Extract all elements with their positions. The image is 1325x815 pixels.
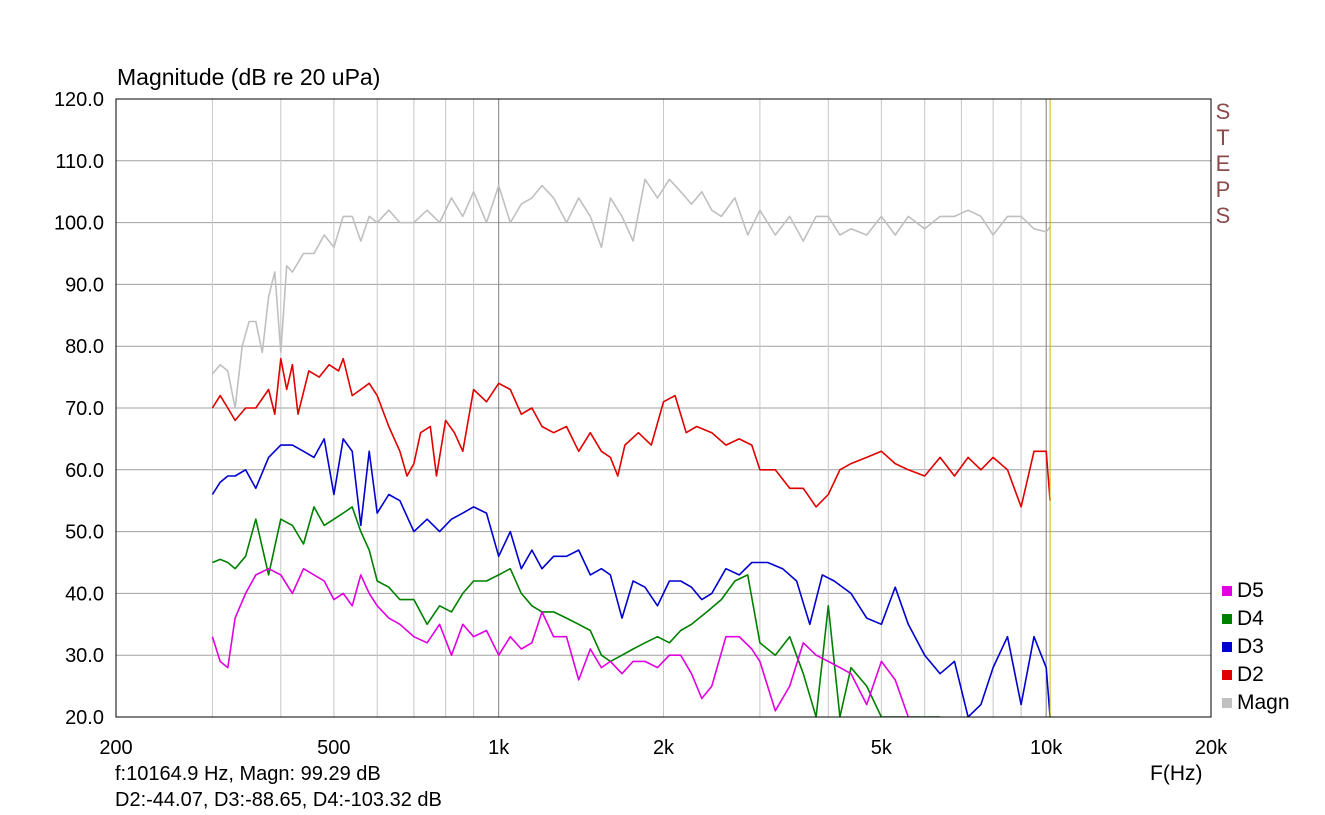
x-tick-label: 1k (488, 737, 510, 759)
steps-letter: S (1215, 99, 1231, 124)
steps-letter: S (1215, 203, 1231, 228)
legend-label: D3 (1237, 635, 1264, 658)
x-tick-label: 500 (317, 737, 350, 759)
legend-swatch (1222, 670, 1232, 680)
legend-item-d5: D5 (1222, 578, 1264, 604)
steps-letter: E (1215, 151, 1231, 176)
y-tick-label: 70.0 (65, 398, 104, 420)
series-line-magn (211, 178, 1051, 409)
legend-label: D2 (1237, 663, 1264, 686)
y-tick-label: 40.0 (65, 583, 104, 605)
series-line-d3 (211, 438, 1051, 717)
legend-swatch (1222, 642, 1232, 652)
series-line-d4 (212, 506, 941, 717)
series-line-d5 (211, 567, 910, 717)
legend-label: D4 (1237, 607, 1264, 630)
y-tick-label: 50.0 (65, 522, 104, 544)
x-axis-label: F(Hz) (1150, 762, 1203, 785)
steps-letter: T (1216, 125, 1230, 150)
grid (116, 98, 1211, 718)
cursor-readout-line2: D2:-44.07, D3:-88.65, D4:-103.32 dB (115, 789, 442, 811)
y-tick-label: 110.0 (55, 151, 104, 173)
y-tick-label: 120.0 (54, 89, 104, 111)
series-line-d2 (211, 357, 1051, 508)
x-tick-label: 200 (99, 737, 132, 759)
y-axis-ticks: 20.0 30.0 40.0 50.0 60.0 70.0 80.0 90.0 100.0 110… (54, 89, 104, 729)
legend-item-d3: D3 (1222, 634, 1264, 660)
legend-item-d4: D4 (1222, 606, 1264, 632)
plot-frame (115, 98, 1212, 718)
y-tick-label: 60.0 (65, 460, 104, 482)
chart-title: Magnitude (dB re 20 uPa) (117, 64, 381, 90)
legend-label: Magn (1237, 691, 1290, 714)
legend-swatch (1222, 614, 1232, 624)
y-tick-label: 30.0 (65, 645, 104, 667)
y-tick-label: 100.0 (54, 213, 104, 235)
cursor-readout-line1: f:10164.9 Hz, Magn: 99.29 dB (115, 763, 381, 785)
legend-swatch (1222, 586, 1232, 596)
legend-item-magn: Magn (1222, 690, 1290, 716)
x-tick-label: 10k (1030, 737, 1063, 759)
legend-label: D5 (1237, 579, 1264, 602)
x-tick-label: 2k (653, 737, 675, 759)
y-tick-label: 90.0 (65, 274, 104, 296)
y-tick-label: 80.0 (65, 336, 104, 358)
legend-swatch (1222, 698, 1232, 708)
x-tick-label: 20k (1195, 737, 1228, 759)
x-axis-ticks: 200 500 1k 2k 5k 10k 20k (99, 737, 1228, 759)
series-group (211, 178, 1051, 717)
legend-item-d2: D2 (1222, 662, 1264, 688)
y-tick-label: 20.0 (65, 707, 104, 729)
steps-letter: P (1215, 177, 1231, 202)
x-tick-label: 5k (871, 737, 893, 759)
